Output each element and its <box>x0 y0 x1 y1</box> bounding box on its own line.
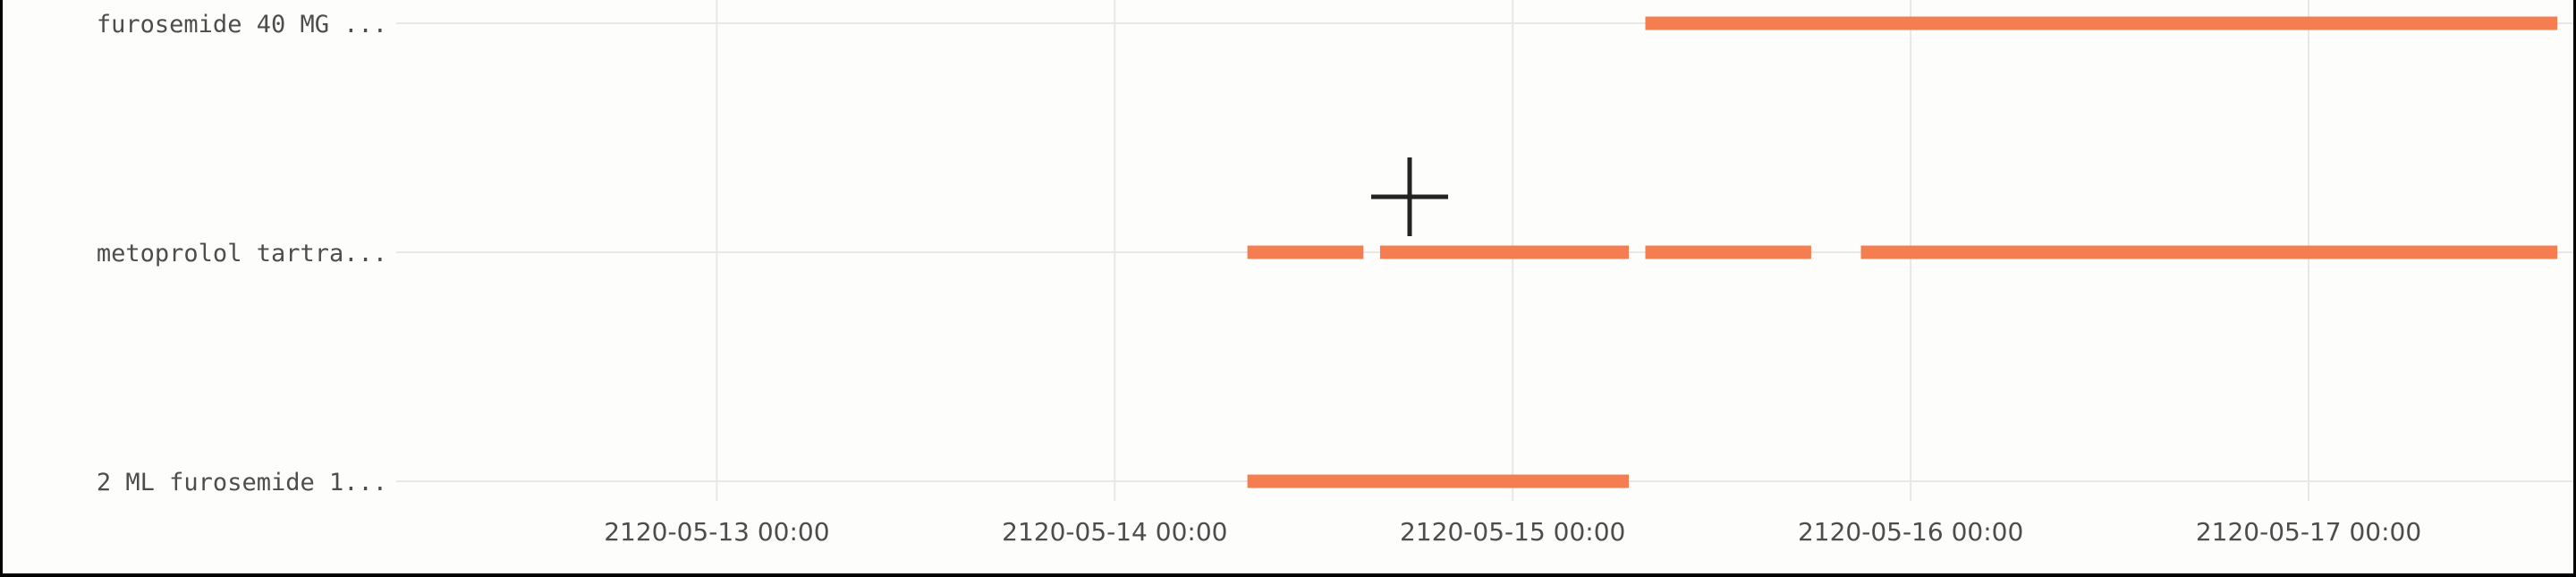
x-tick-label: 2120-05-16 00:00 <box>1798 517 2023 547</box>
timeline-bar <box>1247 474 1629 488</box>
y-axis-labels: furosemide 40 MG ... metoprolol tartra...… <box>97 11 387 496</box>
crosshair-icon <box>1371 157 1448 236</box>
timeline-bar <box>1645 245 1811 259</box>
x-axis-labels: 2120-05-13 00:00 2120-05-14 00:00 2120-05-… <box>604 517 2421 547</box>
x-tick-label: 2120-05-17 00:00 <box>2196 517 2421 547</box>
timeline-chart: furosemide 40 MG ... metoprolol tartra...… <box>3 0 2573 573</box>
y-category-label: 2 ML furosemide 1... <box>97 469 387 496</box>
y-category-label: furosemide 40 MG ... <box>97 11 387 38</box>
x-tick-label: 2120-05-13 00:00 <box>604 517 829 547</box>
x-tick-label: 2120-05-15 00:00 <box>1400 517 1625 547</box>
timeline-bar <box>1247 245 1364 259</box>
timeline-bar <box>1379 245 1629 259</box>
chart-svg: furosemide 40 MG ... metoprolol tartra...… <box>97 0 2573 547</box>
timeline-bar <box>1860 245 2558 259</box>
x-tick-label: 2120-05-14 00:00 <box>1002 517 1227 547</box>
timeline-bar <box>1645 16 2558 30</box>
bars <box>1247 16 2558 488</box>
y-category-label: metoprolol tartra... <box>97 240 387 267</box>
